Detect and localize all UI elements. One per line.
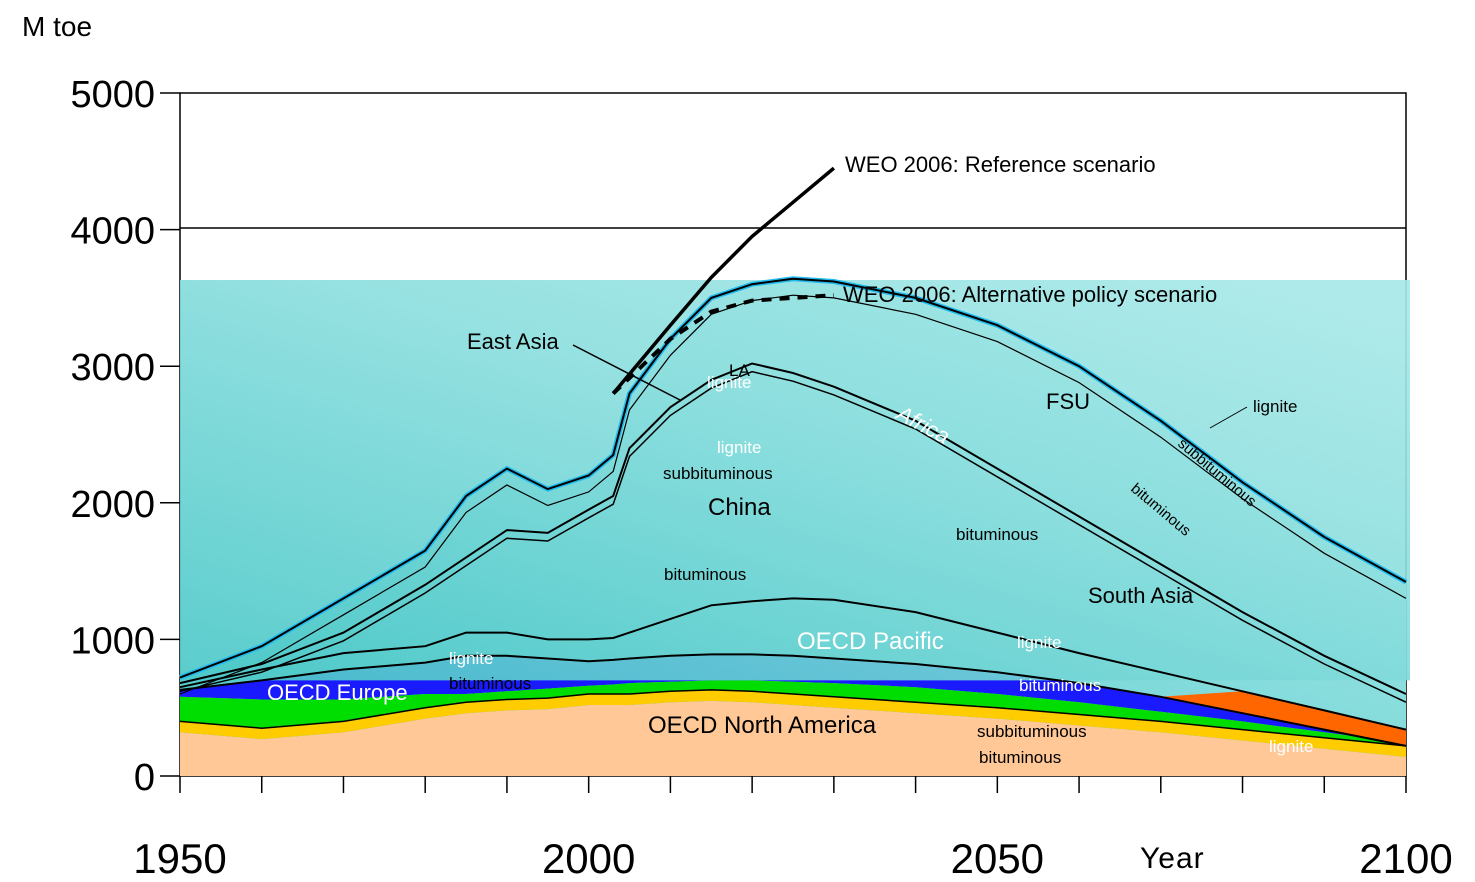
- grade-label-lignite-na: lignite: [1269, 737, 1313, 756]
- grade-label-subbituminous-na: subbituminous: [977, 722, 1087, 741]
- y-axis-label: M toe: [22, 11, 92, 42]
- boundary-line-china-inner: [179, 370, 1407, 703]
- boundary-line-na: [179, 689, 1407, 747]
- grade-label-lignite-china: lignite: [717, 438, 761, 457]
- grade-label-lignite-fsu: lignite: [1253, 397, 1297, 416]
- region-label-la: LA: [729, 361, 750, 380]
- area-na-bituminous: [180, 689, 1406, 757]
- x-tick-label: 2100: [1359, 835, 1452, 882]
- x-axis-label: Year: [1140, 842, 1205, 875]
- grade-label-subbituminous-china: subbituminous: [663, 464, 773, 483]
- y-tick-label: 4000: [70, 211, 155, 253]
- boundary-line-fsu: [179, 277, 1407, 679]
- y-tick-label: 3000: [70, 347, 155, 389]
- y-ticks: 0 1000 2000 3000 4000 5000: [70, 74, 180, 799]
- x-tick-label: 2050: [951, 835, 1044, 882]
- area-layers: [179, 276, 1410, 776]
- grade-label-bituminous-asia: bituminous: [956, 525, 1038, 544]
- area-oecd-north-america: [180, 700, 1406, 776]
- x-tick-label: 1950: [133, 835, 226, 882]
- grade-label-lignite-europe: lignite: [449, 649, 493, 668]
- grade-label-bituminous-pacific: bituminous: [1019, 676, 1101, 695]
- boundary-line-china: [179, 362, 1407, 695]
- region-label-oecd-europe: OECD Europe: [267, 680, 408, 705]
- region-label-oecd-pacific: OECD Pacific: [797, 628, 944, 655]
- region-label-china: China: [708, 494, 771, 521]
- boundary-line-fsu-inner: [179, 294, 1407, 695]
- boundary-line-oecd-pacific: [179, 653, 1407, 747]
- y-tick-label: 2000: [70, 484, 155, 526]
- grade-label-bituminous-china: bituminous: [664, 565, 746, 584]
- alternative-scenario-label: WEO 2006: Alternative policy scenario: [843, 282, 1217, 307]
- region-label-south-asia: South Asia: [1088, 583, 1194, 608]
- grade-label-bituminous-europe: bituminous: [449, 674, 531, 693]
- scenario-line-reference: [611, 166, 836, 395]
- boundary-line-south-asia: [179, 597, 1407, 731]
- grade-label-lignite-la: lignite: [707, 373, 751, 392]
- y-tick-label: 0: [134, 757, 155, 799]
- region-label-fsu: FSU: [1046, 389, 1090, 414]
- grade-label-bituminous-na: bituminous: [979, 748, 1061, 767]
- reference-scenario-label: WEO 2006: Reference scenario: [845, 152, 1156, 177]
- x-tick-label: 2000: [542, 835, 635, 882]
- region-label-east-asia: East Asia: [467, 329, 559, 354]
- y-tick-label: 5000: [70, 74, 155, 116]
- region-label-oecd-north-america: OECD North America: [648, 712, 877, 739]
- scenario-line-alternative: [611, 293, 835, 395]
- lignite-fsu-leader-line: [1209, 406, 1248, 429]
- east-asia-leader-line: [572, 344, 681, 401]
- y-tick-label: 1000: [70, 620, 155, 662]
- teal-overlay: [180, 280, 1410, 681]
- x-ticks: 1950 2000 2050 2100: [133, 776, 1453, 882]
- scenario-lines: [611, 166, 836, 395]
- grade-label-lignite-pacific: lignite: [1017, 633, 1061, 652]
